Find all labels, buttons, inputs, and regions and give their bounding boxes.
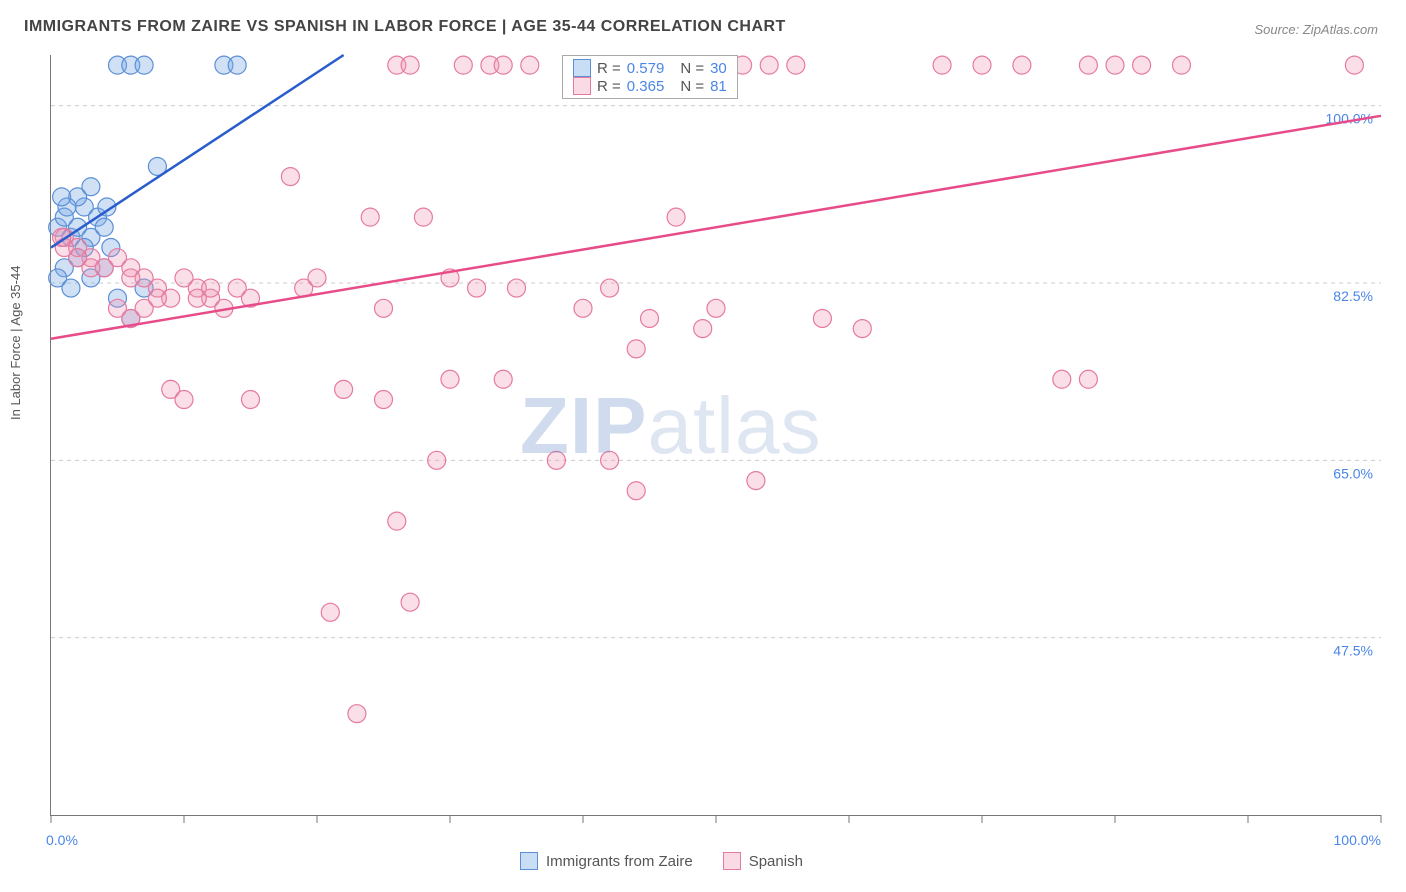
legend-top-row-pink: R = 0.365 N = 81 [573,77,727,95]
legend-bottom-item-pink: Spanish [723,852,803,870]
legend-bottom: Immigrants from Zaire Spanish [520,852,803,870]
svg-text:65.0%: 65.0% [1333,465,1373,481]
n-value-pink: 81 [710,78,727,95]
scatter-svg: 47.5%65.0%82.5%100.0%0.0%100.0% [51,55,1381,815]
n-label: N = [680,78,704,95]
swatch-pink-icon [573,77,591,95]
swatch-blue-icon [520,852,538,870]
swatch-pink-icon [723,852,741,870]
legend-top-row-blue: R = 0.579 N = 30 [573,59,727,77]
n-value-blue: 30 [710,60,727,77]
svg-text:0.0%: 0.0% [46,832,78,848]
n-label: N = [680,60,704,77]
legend-top: R = 0.579 N = 30 R = 0.365 N = 81 [562,55,738,99]
r-label: R = [597,60,621,77]
legend-bottom-label: Immigrants from Zaire [546,853,693,870]
svg-text:82.5%: 82.5% [1333,288,1373,304]
svg-text:100.0%: 100.0% [1334,832,1381,848]
swatch-blue-icon [573,59,591,77]
y-axis-label: In Labor Force | Age 35-44 [8,266,23,420]
r-value-blue: 0.579 [627,60,665,77]
svg-text:47.5%: 47.5% [1333,643,1373,659]
r-label: R = [597,78,621,95]
chart-title: IMMIGRANTS FROM ZAIRE VS SPANISH IN LABO… [24,18,786,36]
plot-area: 47.5%65.0%82.5%100.0%0.0%100.0% [50,55,1381,816]
legend-bottom-item-blue: Immigrants from Zaire [520,852,693,870]
source-label: Source: ZipAtlas.com [1254,22,1378,37]
r-value-pink: 0.365 [627,78,665,95]
legend-bottom-label: Spanish [749,853,803,870]
